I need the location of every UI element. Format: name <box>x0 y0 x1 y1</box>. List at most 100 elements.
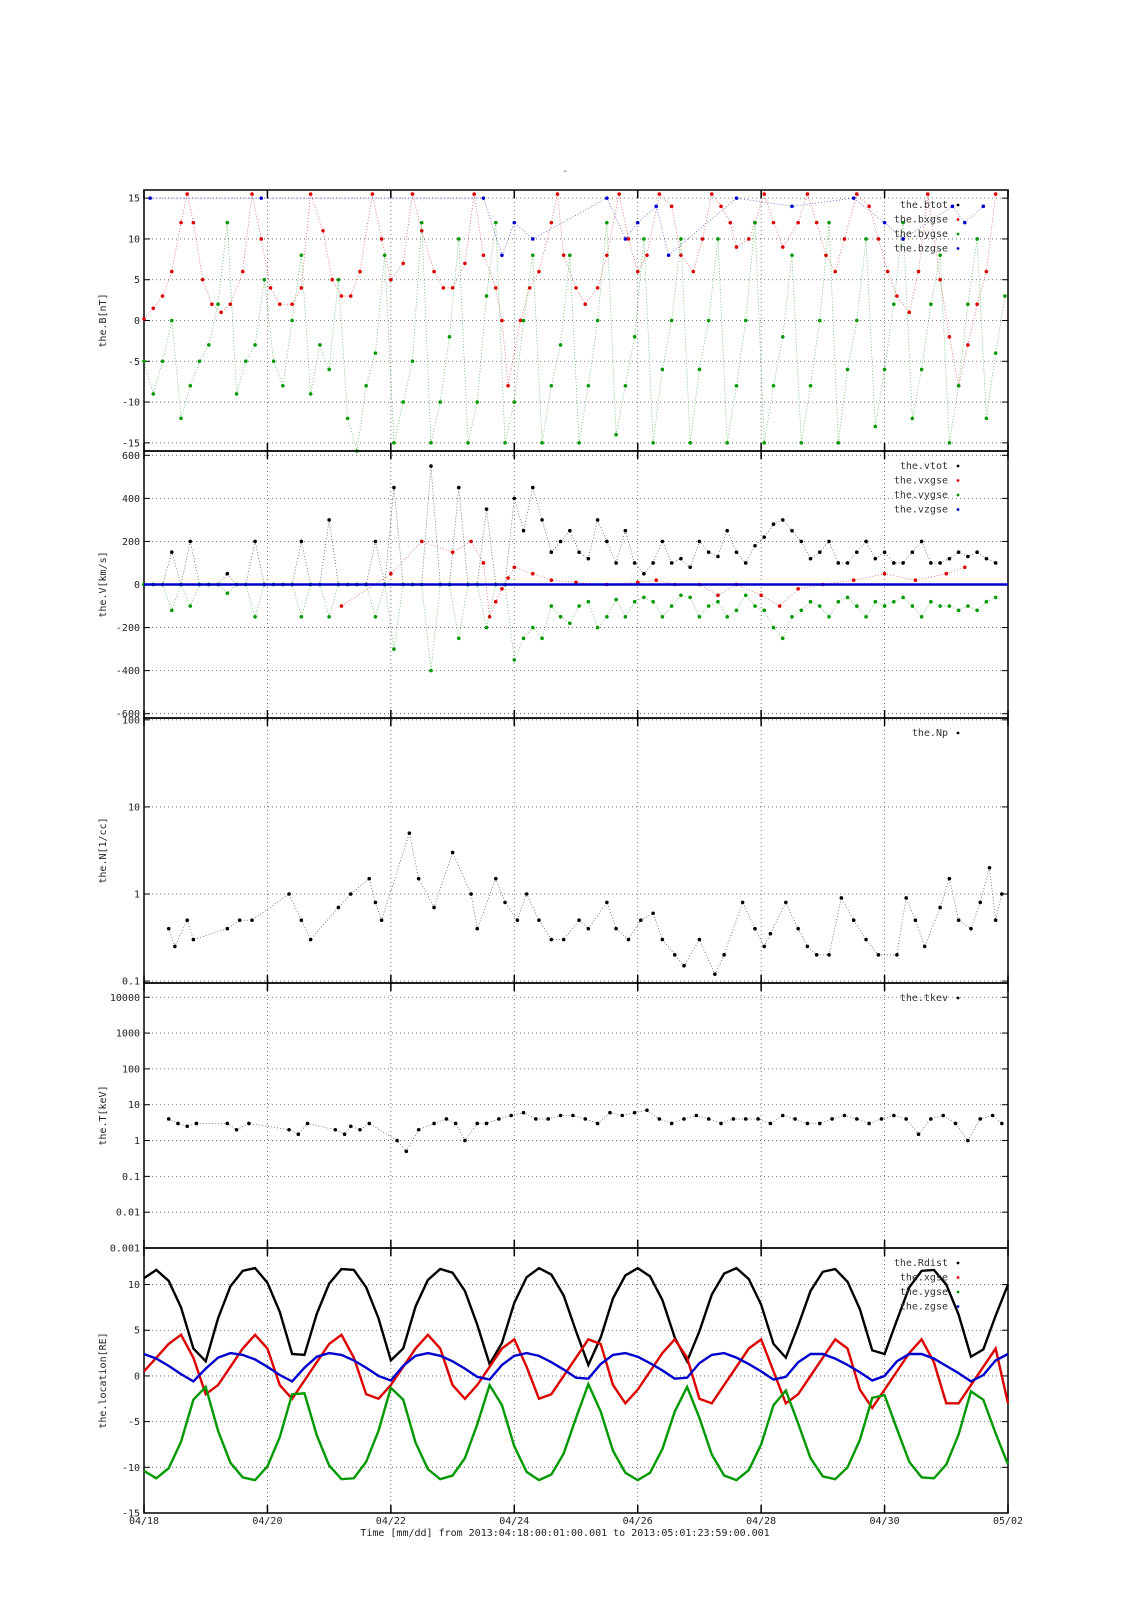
data-point <box>969 926 973 931</box>
data-point <box>216 302 220 306</box>
data-point <box>913 578 918 582</box>
data-point <box>416 1127 421 1132</box>
data-point <box>876 953 881 957</box>
data-point <box>574 286 578 290</box>
data-point <box>975 237 979 241</box>
data-point <box>290 302 294 306</box>
data-point <box>716 599 720 604</box>
data-point <box>512 496 517 501</box>
data-point <box>321 228 325 233</box>
data-point <box>993 561 998 565</box>
data-point <box>373 614 378 619</box>
data-point <box>500 587 504 591</box>
data-point <box>444 1117 449 1121</box>
legend-marker <box>956 1305 960 1308</box>
data-point <box>166 1117 171 1121</box>
data-point <box>469 892 473 896</box>
data-point <box>851 578 856 582</box>
data-point <box>694 1113 699 1118</box>
data-point <box>336 277 341 282</box>
data-point <box>885 269 890 274</box>
series-the-bygse <box>142 220 1007 453</box>
data-point <box>895 953 899 957</box>
panel-5: -15 -10 -5 0 5 10 the.Rdist the.xgse the.ygse the… <box>98 1247 1010 1520</box>
data-point <box>660 367 665 372</box>
data-point <box>759 593 763 598</box>
y-tick-label: -5 <box>128 357 140 368</box>
panel-frame <box>143 717 1009 984</box>
data-point <box>713 972 717 976</box>
data-point <box>605 196 609 200</box>
data-point <box>475 926 480 931</box>
data-point <box>966 1138 970 1143</box>
legend-marker <box>956 996 960 1000</box>
data-point <box>466 441 470 445</box>
data-point <box>632 1110 637 1115</box>
data-point <box>725 528 729 533</box>
data-point <box>669 561 674 565</box>
data-point <box>308 392 313 396</box>
data-point <box>669 604 674 608</box>
data-point <box>549 220 554 225</box>
data-point <box>873 424 878 429</box>
data-point <box>348 892 353 896</box>
panel-2: -600 -400 -200 0 200 400 600 the.vtot the.vxgse t… <box>98 450 1009 720</box>
data-point <box>845 561 850 565</box>
data-point <box>521 636 526 641</box>
data-point <box>571 1113 575 1118</box>
data-point <box>247 1121 251 1126</box>
data-point <box>938 253 942 258</box>
data-point <box>817 1121 822 1126</box>
y-tick-label: 0 <box>134 316 140 327</box>
data-point <box>549 383 554 388</box>
data-point <box>373 351 378 355</box>
data-point <box>169 550 174 555</box>
data-point <box>506 576 510 580</box>
data-point <box>463 1138 467 1143</box>
data-point <box>651 441 655 445</box>
data-point <box>432 905 436 910</box>
data-point <box>605 220 609 225</box>
x-tick-label: 04/24 <box>499 1516 529 1527</box>
data-point <box>555 192 560 196</box>
y-tick-label: 0 <box>134 580 140 591</box>
legend-label: the.vxgse <box>894 476 948 487</box>
data-point <box>148 196 152 200</box>
y-axis-label: the.location[RE] <box>98 1332 109 1428</box>
data-point <box>509 1113 513 1118</box>
data-point <box>308 192 313 196</box>
data-point <box>595 518 600 522</box>
data-point <box>364 383 368 388</box>
y-axis-label: the.N[1/cc] <box>98 817 109 883</box>
y-axis-label: the.B[nT] <box>98 293 109 347</box>
data-point <box>669 318 674 323</box>
data-point <box>679 556 683 561</box>
data-point <box>151 392 156 396</box>
data-point <box>790 528 794 533</box>
data-point <box>1000 892 1004 896</box>
y-tick-label: 100 <box>122 1064 140 1075</box>
data-point <box>747 237 751 241</box>
data-point <box>225 1121 230 1126</box>
data-point <box>574 580 578 585</box>
series-the-Np <box>166 831 1004 976</box>
data-point <box>188 539 193 544</box>
data-point <box>339 294 344 298</box>
data-point <box>142 317 146 321</box>
data-point <box>938 277 942 282</box>
data-point <box>938 604 942 608</box>
data-point <box>503 900 507 905</box>
data-point <box>179 416 183 421</box>
data-point <box>679 593 683 598</box>
data-point <box>851 196 856 200</box>
data-point <box>753 604 757 608</box>
data-point <box>250 192 254 196</box>
data-point <box>688 565 692 570</box>
data-point <box>882 571 887 576</box>
data-point <box>845 595 850 600</box>
data-point <box>808 556 813 561</box>
data-point <box>327 367 331 372</box>
data-point <box>299 918 304 922</box>
data-point <box>855 1117 859 1121</box>
